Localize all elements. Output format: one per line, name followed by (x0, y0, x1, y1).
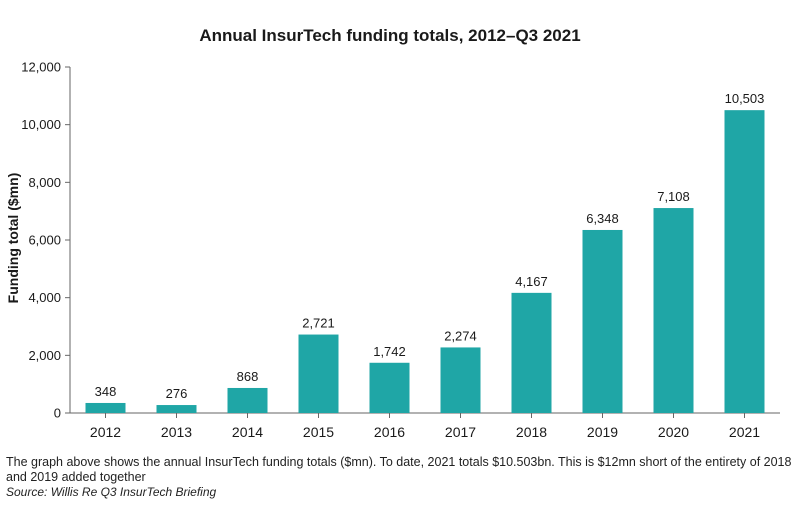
x-tick-label: 2021 (729, 424, 760, 440)
bar-2020 (653, 208, 694, 413)
data-labels: 348 276 868 2,721 1,742 2,274 4,167 6,348 7,108 1… (95, 91, 765, 401)
data-label: 4,167 (515, 274, 548, 289)
bar-2018 (511, 292, 552, 413)
data-label: 6,348 (586, 211, 619, 226)
bar-2012 (85, 402, 126, 413)
bar-2017 (440, 347, 481, 413)
x-tick-label: 2013 (161, 424, 192, 440)
y-tick-label: 10,000 (21, 117, 61, 132)
data-label: 2,721 (302, 316, 335, 331)
x-tick-label: 2012 (90, 424, 121, 440)
x-ticks: 2012 2013 2014 2015 2016 2017 2018 2019 2020 2021 (90, 413, 760, 440)
bar-2016 (369, 362, 410, 413)
y-axis-label: Funding total ($mn) (5, 173, 21, 304)
x-tick-label: 2019 (587, 424, 618, 440)
bar-2014 (227, 387, 268, 413)
y-tick-label: 4,000 (28, 290, 61, 305)
x-tick-label: 2020 (658, 424, 689, 440)
bar-2013 (156, 405, 197, 413)
y-ticks: 0 2,000 4,000 6,000 8,000 10,000 12,000 (21, 60, 70, 421)
data-label: 1,742 (373, 344, 406, 359)
x-tick-label: 2015 (303, 424, 334, 440)
data-label: 868 (237, 369, 259, 384)
y-tick-label: 2,000 (28, 348, 61, 363)
chart-caption: The graph above shows the annual InsurTe… (6, 455, 792, 484)
bar-chart: Annual InsurTech funding totals, 2012–Q3… (5, 26, 780, 440)
x-tick-label: 2014 (232, 424, 263, 440)
y-tick-label: 12,000 (21, 60, 61, 75)
y-tick-label: 6,000 (28, 233, 61, 248)
x-tick-label: 2016 (374, 424, 405, 440)
chart-source: Source: Willis Re Q3 InsurTech Briefing (6, 485, 217, 499)
data-label: 348 (95, 384, 117, 399)
chart-title: Annual InsurTech funding totals, 2012–Q3… (199, 26, 580, 45)
data-label: 10,503 (725, 91, 765, 106)
bars (85, 110, 765, 413)
bar-2015 (298, 334, 339, 413)
y-tick-label: 0 (54, 406, 61, 421)
x-tick-label: 2018 (516, 424, 547, 440)
data-label: 276 (166, 386, 188, 401)
data-label: 2,274 (444, 328, 477, 343)
bar-2021 (724, 110, 765, 413)
data-label: 7,108 (657, 189, 690, 204)
y-tick-label: 8,000 (28, 175, 61, 190)
bar-2019 (582, 229, 623, 413)
x-tick-label: 2017 (445, 424, 476, 440)
